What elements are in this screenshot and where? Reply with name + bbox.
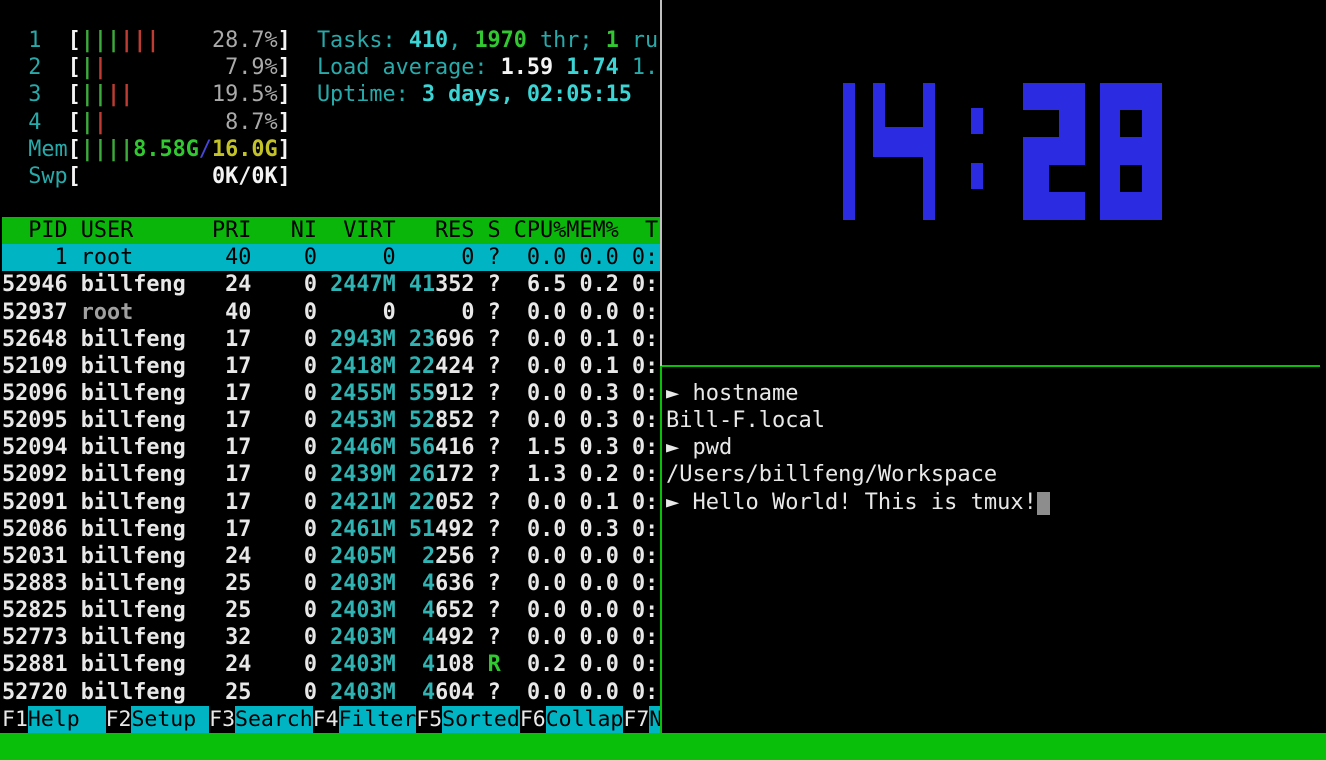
process-row[interactable]: 52094 billfeng 17 0 2446M 56416 ? 1.5 0.… <box>2 435 659 461</box>
clock-digit-2 <box>1023 83 1085 220</box>
process-row[interactable]: 52825 billfeng 25 0 2403M 4652 ? 0.0 0.0… <box>2 598 659 624</box>
fkey-F1-label[interactable]: Help <box>27 705 106 733</box>
htop-summary: Tasks: 410, 1970 thr; 1 ru Load average: … <box>317 27 658 108</box>
process-row[interactable]: 52109 billfeng 17 0 2418M 22424 ? 0.0 0.… <box>2 353 659 379</box>
process-row[interactable]: 52086 billfeng 17 0 2461M 51492 ? 0.0 0.… <box>2 516 659 542</box>
process-row[interactable]: 52096 billfeng 17 0 2455M 55912 ? 0.0 0.… <box>2 380 659 406</box>
clock-digit-1 <box>843 83 855 220</box>
terminal-pane[interactable]: ► hostname Bill-F.local ► pwd/Users/billfe… <box>666 367 1323 727</box>
blank-line <box>2 190 661 217</box>
process-row[interactable]: 52883 billfeng 25 0 2403M 4636 ? 0.0 0.0… <box>2 570 659 596</box>
pane-divider-vertical-active <box>660 366 662 733</box>
htop-process-table: PID USER PRI NI VIRT RES S CPU%MEM% T 1 … <box>2 217 661 706</box>
process-row[interactable]: 52773 billfeng 32 0 2403M 4492 ? 0.0 0.0… <box>2 625 659 651</box>
process-row[interactable]: 52881 billfeng 24 0 2403M 4108 R 0.2 0.0… <box>2 652 659 678</box>
terminal-line: ► Hello World! This is tmux! <box>666 489 1323 516</box>
fkey-F5-key[interactable]: F5 <box>416 706 443 732</box>
htop-pane: 1 [|||||| 28.7%] 2 [|| 7.9%] 3 [|||| 19.… <box>2 0 661 733</box>
prompt-arrow-icon: ► <box>666 489 693 515</box>
fkey-F4-key[interactable]: F4 <box>312 706 339 732</box>
blank-line <box>2 0 661 27</box>
terminal-line: ► pwd <box>666 434 1323 461</box>
process-row[interactable]: 52946 billfeng 24 0 2447M 41352 ? 6.5 0.… <box>2 272 659 298</box>
prompt-arrow-icon: ► <box>666 381 693 406</box>
fkey-F2-label[interactable]: Setup <box>131 705 210 733</box>
fkey-F7-key[interactable]: F7 <box>623 706 650 732</box>
pane-divider-horizontal-active <box>662 365 1320 367</box>
clock-pane <box>663 0 1323 364</box>
terminal-line: /Users/billfeng/Workspace <box>666 461 1323 488</box>
digital-clock <box>843 83 1162 220</box>
cpu-meter: 2 [|| 7.9%] <box>28 55 291 81</box>
terminal-line: Bill-F.local <box>666 407 1323 434</box>
pane-divider-vertical <box>660 0 662 366</box>
process-row[interactable]: 52937 root 40 0 0 0 ? 0.0 0.0 0: <box>2 299 659 325</box>
process-row[interactable]: 52091 billfeng 17 0 2421M 22052 ? 0.0 0.… <box>2 489 659 515</box>
terminal-line: ► hostname <box>666 380 1323 407</box>
uptime-line: Uptime: 3 days, 02:05:15 <box>316 82 632 108</box>
cpu-meter: 3 [|||| 19.5%] <box>28 82 291 108</box>
terminal-text: pwd <box>692 435 733 461</box>
fkey-F7-label[interactable]: N <box>649 705 661 733</box>
load-line: Load average: 1.59 1.74 1. <box>316 55 659 81</box>
selected-process-row[interactable]: 1 root 40 0 0 0 ? 0.0 0.0 0: <box>2 244 661 272</box>
terminal-text: hostname <box>692 381 799 406</box>
fkey-F6-key[interactable]: F6 <box>519 706 546 732</box>
clock-colon <box>971 83 983 220</box>
clock-digit-8 <box>1100 83 1162 220</box>
process-row[interactable]: 52031 billfeng 24 0 2405M 2256 ? 0.0 0.0… <box>2 543 659 569</box>
mem-meter: Mem[||||8.58G/16.0G] <box>28 136 291 162</box>
htop-cpu-meters: 1 [|||||| 28.7%] 2 [|| 7.9%] 3 [|||| 19.… <box>2 27 661 190</box>
prompt-arrow-icon: ► <box>666 435 693 461</box>
fkey-F3-label[interactable]: Search <box>235 705 313 733</box>
process-row[interactable]: 52092 billfeng 17 0 2439M 26172 ? 1.3 0.… <box>2 462 659 488</box>
process-row[interactable]: 52720 billfeng 25 0 2403M 4604 ? 0.0 0.0… <box>2 679 659 705</box>
fkey-F3-key[interactable]: F3 <box>209 706 236 732</box>
swap-meter: Swp[ 0K/0K] <box>28 163 291 189</box>
clock-digit-4 <box>873 83 935 220</box>
fkey-F2-key[interactable]: F2 <box>105 706 132 732</box>
fkey-F1-key[interactable]: F1 <box>2 706 28 732</box>
fkey-bar: F1 Help F2 Setup F3 Search F4 Filter F5 Sorted F… <box>2 705 661 733</box>
fkey-F4-label[interactable]: Filter <box>338 705 417 733</box>
fkey-F6-label[interactable]: Collap <box>545 705 624 733</box>
terminal-text: Hello World! This is tmux! <box>692 489 1037 515</box>
terminal-text: Bill-F.local <box>666 408 825 434</box>
terminal-text: /Users/billfeng/Workspace <box>666 462 998 488</box>
fkey-F5-label[interactable]: Sorted <box>442 705 520 733</box>
tmux-status-bar: [0] 0:bash 1:bash 2:bash- 3:bash* "Bill-… <box>0 733 1326 760</box>
cpu-meter: 1 [|||||| 28.7%] <box>28 28 291 54</box>
tasks-line: Tasks: 410, 1970 thr; 1 ru <box>316 28 659 54</box>
process-row[interactable]: 52648 billfeng 17 0 2943M 23696 ? 0.0 0.… <box>2 326 659 352</box>
cpu-meter: 4 [|| 8.7%] <box>28 109 291 135</box>
table-header[interactable]: PID USER PRI NI VIRT RES S CPU%MEM% T <box>2 217 661 245</box>
process-row[interactable]: 52095 billfeng 17 0 2453M 52852 ? 0.0 0.… <box>2 408 659 434</box>
terminal-cursor[interactable] <box>1036 491 1050 515</box>
